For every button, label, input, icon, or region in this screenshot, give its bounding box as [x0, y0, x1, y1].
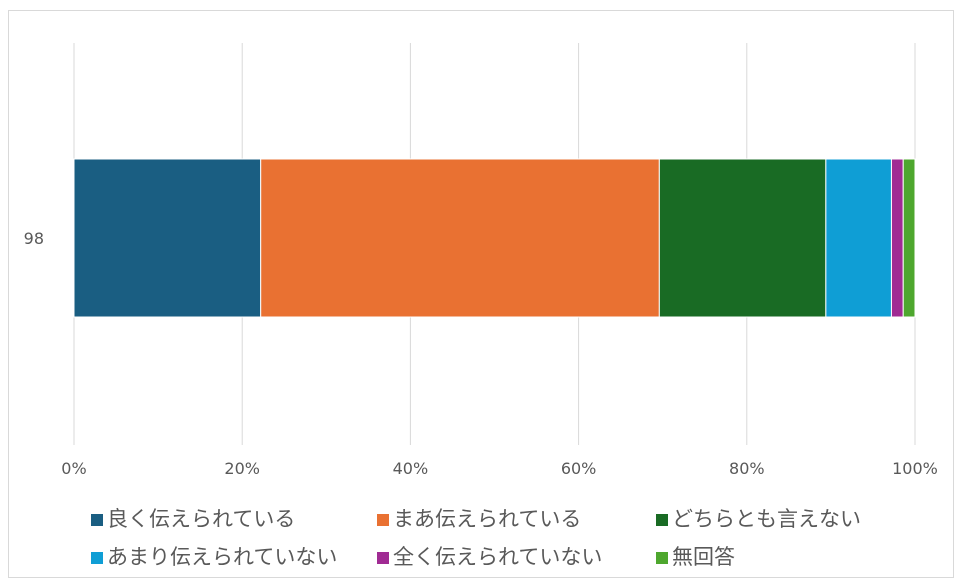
legend-item-3: どちらとも言えない — [656, 509, 861, 530]
legend-swatch-4 — [91, 551, 103, 564]
legend-swatch-2 — [377, 513, 389, 526]
legend-label-3: どちらとも言えない — [672, 507, 861, 531]
bar-segment-1 — [73, 158, 262, 318]
x-tick-label-0: 0% — [61, 459, 86, 478]
bar-segment-4 — [825, 158, 892, 318]
x-tick-label-5: 100% — [892, 459, 938, 478]
legend-item-1: 良く伝えられている — [91, 509, 295, 530]
legend-label-4: あまり伝えられていない — [107, 545, 338, 569]
legend-item-6: 無回答 — [656, 547, 735, 568]
legend-item-4: あまり伝えられていない — [91, 547, 337, 568]
legend-swatch-3 — [656, 513, 668, 526]
legend-label-1: 良く伝えられている — [107, 507, 296, 531]
x-tick-label-2: 40% — [393, 459, 429, 478]
legend-swatch-6 — [656, 551, 668, 564]
legend: 良く伝えられている まあ伝えられている どちらとも言えない あまり伝えられていな… — [91, 509, 951, 585]
x-tick-label-1: 20% — [224, 459, 260, 478]
legend-item-2: まあ伝えられている — [377, 509, 581, 530]
legend-label-5: 全く伝えられていない — [393, 545, 603, 569]
chart-frame: 0% 20% 40% 60% 80% 100% 98 良く伝えられている まあ伝えられている… — [8, 10, 954, 578]
bar-segment-6 — [902, 158, 916, 318]
legend-item-5: 全く伝えられていない — [377, 547, 602, 568]
bar-segment-3 — [658, 158, 827, 318]
bar-segment-2 — [260, 158, 660, 318]
x-tick-label-4: 80% — [729, 459, 765, 478]
legend-swatch-1 — [91, 513, 103, 526]
legend-swatch-5 — [377, 551, 389, 564]
legend-label-2: まあ伝えられている — [393, 507, 582, 531]
bar-segment-5 — [890, 158, 904, 318]
legend-row-2: あまり伝えられていない 全く伝えられていない 無回答 — [91, 547, 951, 585]
x-tick-label-3: 60% — [561, 459, 597, 478]
legend-label-6: 無回答 — [672, 545, 735, 569]
legend-row-1: 良く伝えられている まあ伝えられている どちらとも言えない — [91, 509, 951, 547]
stacked-bar-chart: 0% 20% 40% 60% 80% 100% 98 — [24, 43, 938, 478]
y-category-label: 98 — [24, 229, 44, 248]
